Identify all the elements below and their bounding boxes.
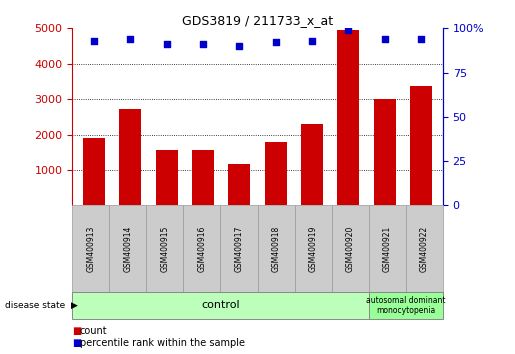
Point — [271, 40, 280, 45]
Point — [163, 41, 171, 47]
Text: GSM400913: GSM400913 — [86, 225, 95, 272]
Title: GDS3819 / 211733_x_at: GDS3819 / 211733_x_at — [182, 14, 333, 27]
Text: GSM400922: GSM400922 — [420, 225, 429, 272]
Text: control: control — [201, 300, 239, 310]
Bar — [301, 124, 323, 205]
Point — [199, 41, 207, 47]
Text: percentile rank within the sample: percentile rank within the sample — [80, 338, 245, 348]
Text: count: count — [80, 326, 108, 336]
Text: GSM400921: GSM400921 — [383, 225, 392, 272]
Text: GSM400914: GSM400914 — [123, 225, 132, 272]
Text: autosomal dominant
monocytopenia: autosomal dominant monocytopenia — [366, 296, 445, 315]
Text: GSM400919: GSM400919 — [308, 225, 318, 272]
Text: disease state  ▶: disease state ▶ — [5, 301, 78, 310]
Text: GSM400920: GSM400920 — [346, 225, 355, 272]
Text: ■: ■ — [72, 338, 81, 348]
Point — [417, 36, 425, 42]
Text: GSM400917: GSM400917 — [234, 225, 244, 272]
Bar — [192, 150, 214, 205]
Bar — [83, 138, 105, 205]
Bar — [229, 164, 250, 205]
Bar — [119, 109, 141, 205]
Point — [344, 27, 352, 33]
Point — [90, 38, 98, 44]
Point — [235, 43, 244, 49]
Point — [308, 38, 316, 44]
Point — [126, 36, 134, 42]
Bar — [156, 150, 178, 205]
Bar — [265, 142, 286, 205]
Text: GSM400918: GSM400918 — [271, 225, 281, 272]
Bar — [374, 99, 396, 205]
Bar — [410, 86, 432, 205]
Text: ■: ■ — [72, 326, 81, 336]
Text: GSM400916: GSM400916 — [197, 225, 207, 272]
Text: GSM400915: GSM400915 — [160, 225, 169, 272]
Bar — [337, 30, 359, 205]
Point — [381, 36, 389, 42]
